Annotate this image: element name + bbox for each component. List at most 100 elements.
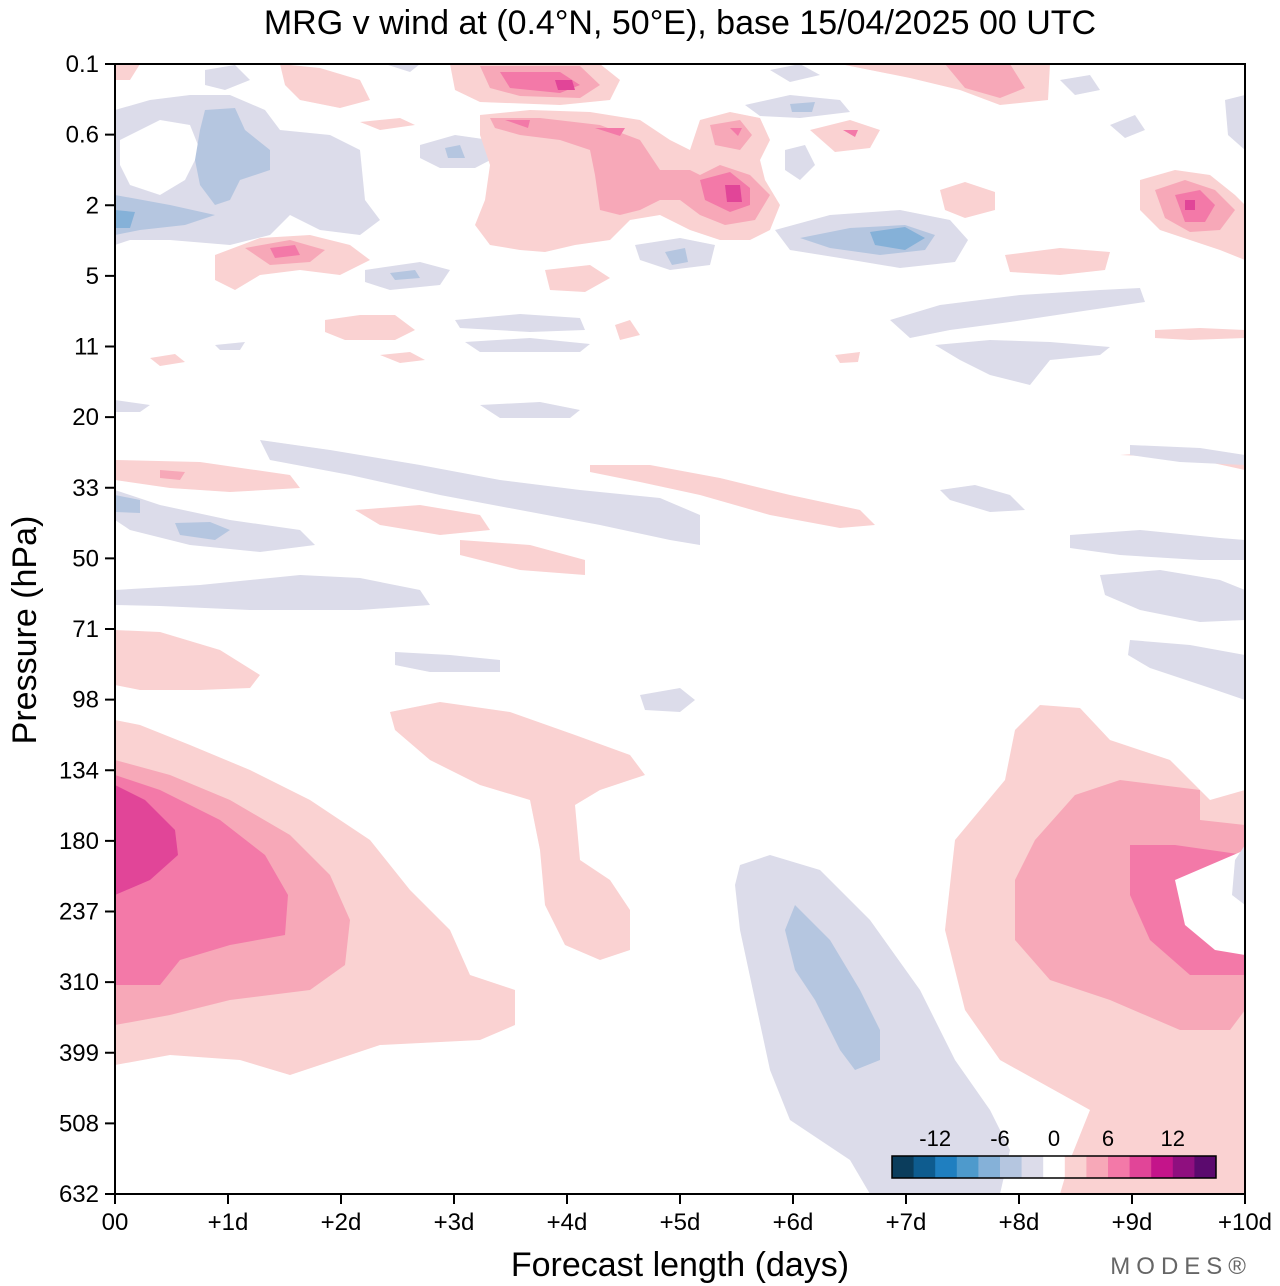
contour-positive-low xyxy=(115,630,260,690)
contour-negative-right xyxy=(1232,845,1245,905)
contour-positive-top xyxy=(1185,200,1195,210)
colorbar-swatch xyxy=(1021,1156,1044,1178)
contour-negative-upper xyxy=(665,248,688,265)
contour-positive-mid-strat xyxy=(115,460,300,492)
contour-positive-top xyxy=(945,64,1025,98)
contour-positive-top xyxy=(725,185,742,202)
colorbar-swatch xyxy=(956,1156,979,1178)
contour-negative-strat xyxy=(260,440,700,545)
contour-positive-top xyxy=(280,64,370,108)
colorbar-swatch xyxy=(1064,1156,1087,1178)
contour-negative-upper xyxy=(390,270,420,280)
colorbar-label: -6 xyxy=(990,1126,1010,1151)
contour-negative-upper xyxy=(465,338,590,352)
contour-negative-strat xyxy=(175,522,230,540)
x-tick-label: +10d xyxy=(1218,1209,1272,1236)
contour-negative-top xyxy=(1110,115,1145,138)
contour-negative-strat xyxy=(1100,570,1245,622)
chart-title: MRG v wind at (0.4°N, 50°E), base 15/04/… xyxy=(264,4,1096,42)
contour-positive-mid-strat xyxy=(590,465,875,528)
y-tick-label: 508 xyxy=(59,1110,99,1137)
contour-positive-top xyxy=(325,315,415,340)
y-tick-label: 33 xyxy=(72,475,99,502)
contour-positive-top xyxy=(555,80,575,90)
y-tick-label: 0.1 xyxy=(66,51,99,78)
x-tick-label: +2d xyxy=(321,1209,362,1236)
contour-negative-upper xyxy=(455,314,585,332)
contour-negative-strat xyxy=(640,688,695,712)
contour-positive-top xyxy=(505,120,530,128)
contour-negative-upper xyxy=(890,288,1145,338)
contour-negative-top xyxy=(770,64,820,82)
contour-positive-top xyxy=(810,120,880,152)
contour-negative-top xyxy=(445,145,465,158)
y-tick-label: 632 xyxy=(59,1181,99,1208)
x-tick-label: +3d xyxy=(434,1209,475,1236)
y-tick-label: 0.6 xyxy=(66,122,99,149)
contour-positive-mid-strat xyxy=(160,470,185,480)
x-tick-label: +6d xyxy=(773,1209,814,1236)
contour-negative-strat xyxy=(1128,640,1245,700)
colorbar-swatch xyxy=(1151,1156,1174,1178)
colorbar-label: 0 xyxy=(1048,1126,1060,1151)
contour-negative-top xyxy=(115,195,215,235)
colorbar-label: 6 xyxy=(1102,1126,1114,1151)
contour-positive-top xyxy=(843,130,858,137)
x-tick-label: +7d xyxy=(886,1209,927,1236)
y-tick-label: 134 xyxy=(59,757,99,784)
contour-negative-strat xyxy=(395,652,500,672)
contour-negative-strat xyxy=(940,485,1025,512)
contour-negative-strat xyxy=(1130,445,1245,465)
contour-positive-top xyxy=(115,64,140,80)
y-tick-label: 71 xyxy=(72,616,99,643)
x-tick-label: +9d xyxy=(1112,1209,1153,1236)
x-tick-label: +1d xyxy=(208,1209,249,1236)
contour-positive-top xyxy=(595,128,625,136)
colorbar-swatch xyxy=(1172,1156,1195,1178)
contour-negative-top xyxy=(115,210,135,228)
x-tick-label: 00 xyxy=(102,1209,129,1236)
contour-positive-mid xyxy=(390,702,645,960)
colorbar-frame xyxy=(891,1155,1217,1179)
contour-negative-strat xyxy=(480,402,580,418)
contour-positive-top xyxy=(500,200,530,240)
contour-negative-top xyxy=(195,108,270,205)
colorbar-swatch xyxy=(1043,1156,1066,1178)
contour-field xyxy=(115,64,1245,1194)
colorbar-swatch xyxy=(1086,1156,1109,1178)
contour-positive-top xyxy=(360,118,415,130)
colorbar-swatch xyxy=(935,1156,958,1178)
contour-negative-upper xyxy=(935,340,1110,385)
y-tick-label: 20 xyxy=(72,404,99,431)
y-tick-label: 5 xyxy=(86,263,99,290)
y-tick-label: 180 xyxy=(59,828,99,855)
y-tick-label: 310 xyxy=(59,969,99,996)
contour-negative-top xyxy=(785,145,815,180)
y-axis-label: Pressure (hPa) xyxy=(6,516,44,745)
contour-negative-top xyxy=(1225,95,1245,150)
contour-negative-day6 xyxy=(785,905,880,1070)
contour-positive-top xyxy=(150,354,185,366)
contour-negative-top xyxy=(1060,75,1100,95)
contour-positive-top xyxy=(835,352,860,363)
colorbar: -12 -6 0 6 12 xyxy=(891,1126,1217,1179)
x-axis: 00 +1d +2d +3d +4d +5d +6d +7d +8d +9d +10d xyxy=(102,1194,1272,1236)
colorbar-swatch xyxy=(892,1156,915,1178)
contour-positive-mid-strat xyxy=(355,505,490,535)
contour-positive-top xyxy=(940,182,995,218)
x-axis-label: Forecast length (days) xyxy=(511,1246,849,1284)
contour-positive-top xyxy=(490,118,770,225)
contour-positive-top xyxy=(1005,248,1110,275)
contour-positive-top xyxy=(730,128,742,136)
contour-negative-strat xyxy=(115,490,315,552)
colorbar-swatch xyxy=(978,1156,1001,1178)
contour-negative-strat xyxy=(115,495,140,513)
contour-negative-strat xyxy=(115,575,430,610)
y-tick-label: 237 xyxy=(59,899,99,926)
contour-positive-top xyxy=(270,245,300,258)
contour-negative-top xyxy=(790,102,815,112)
contour-positive-top xyxy=(545,265,610,292)
contour-positive-top xyxy=(380,352,425,363)
colorbar-label: -12 xyxy=(919,1126,951,1151)
